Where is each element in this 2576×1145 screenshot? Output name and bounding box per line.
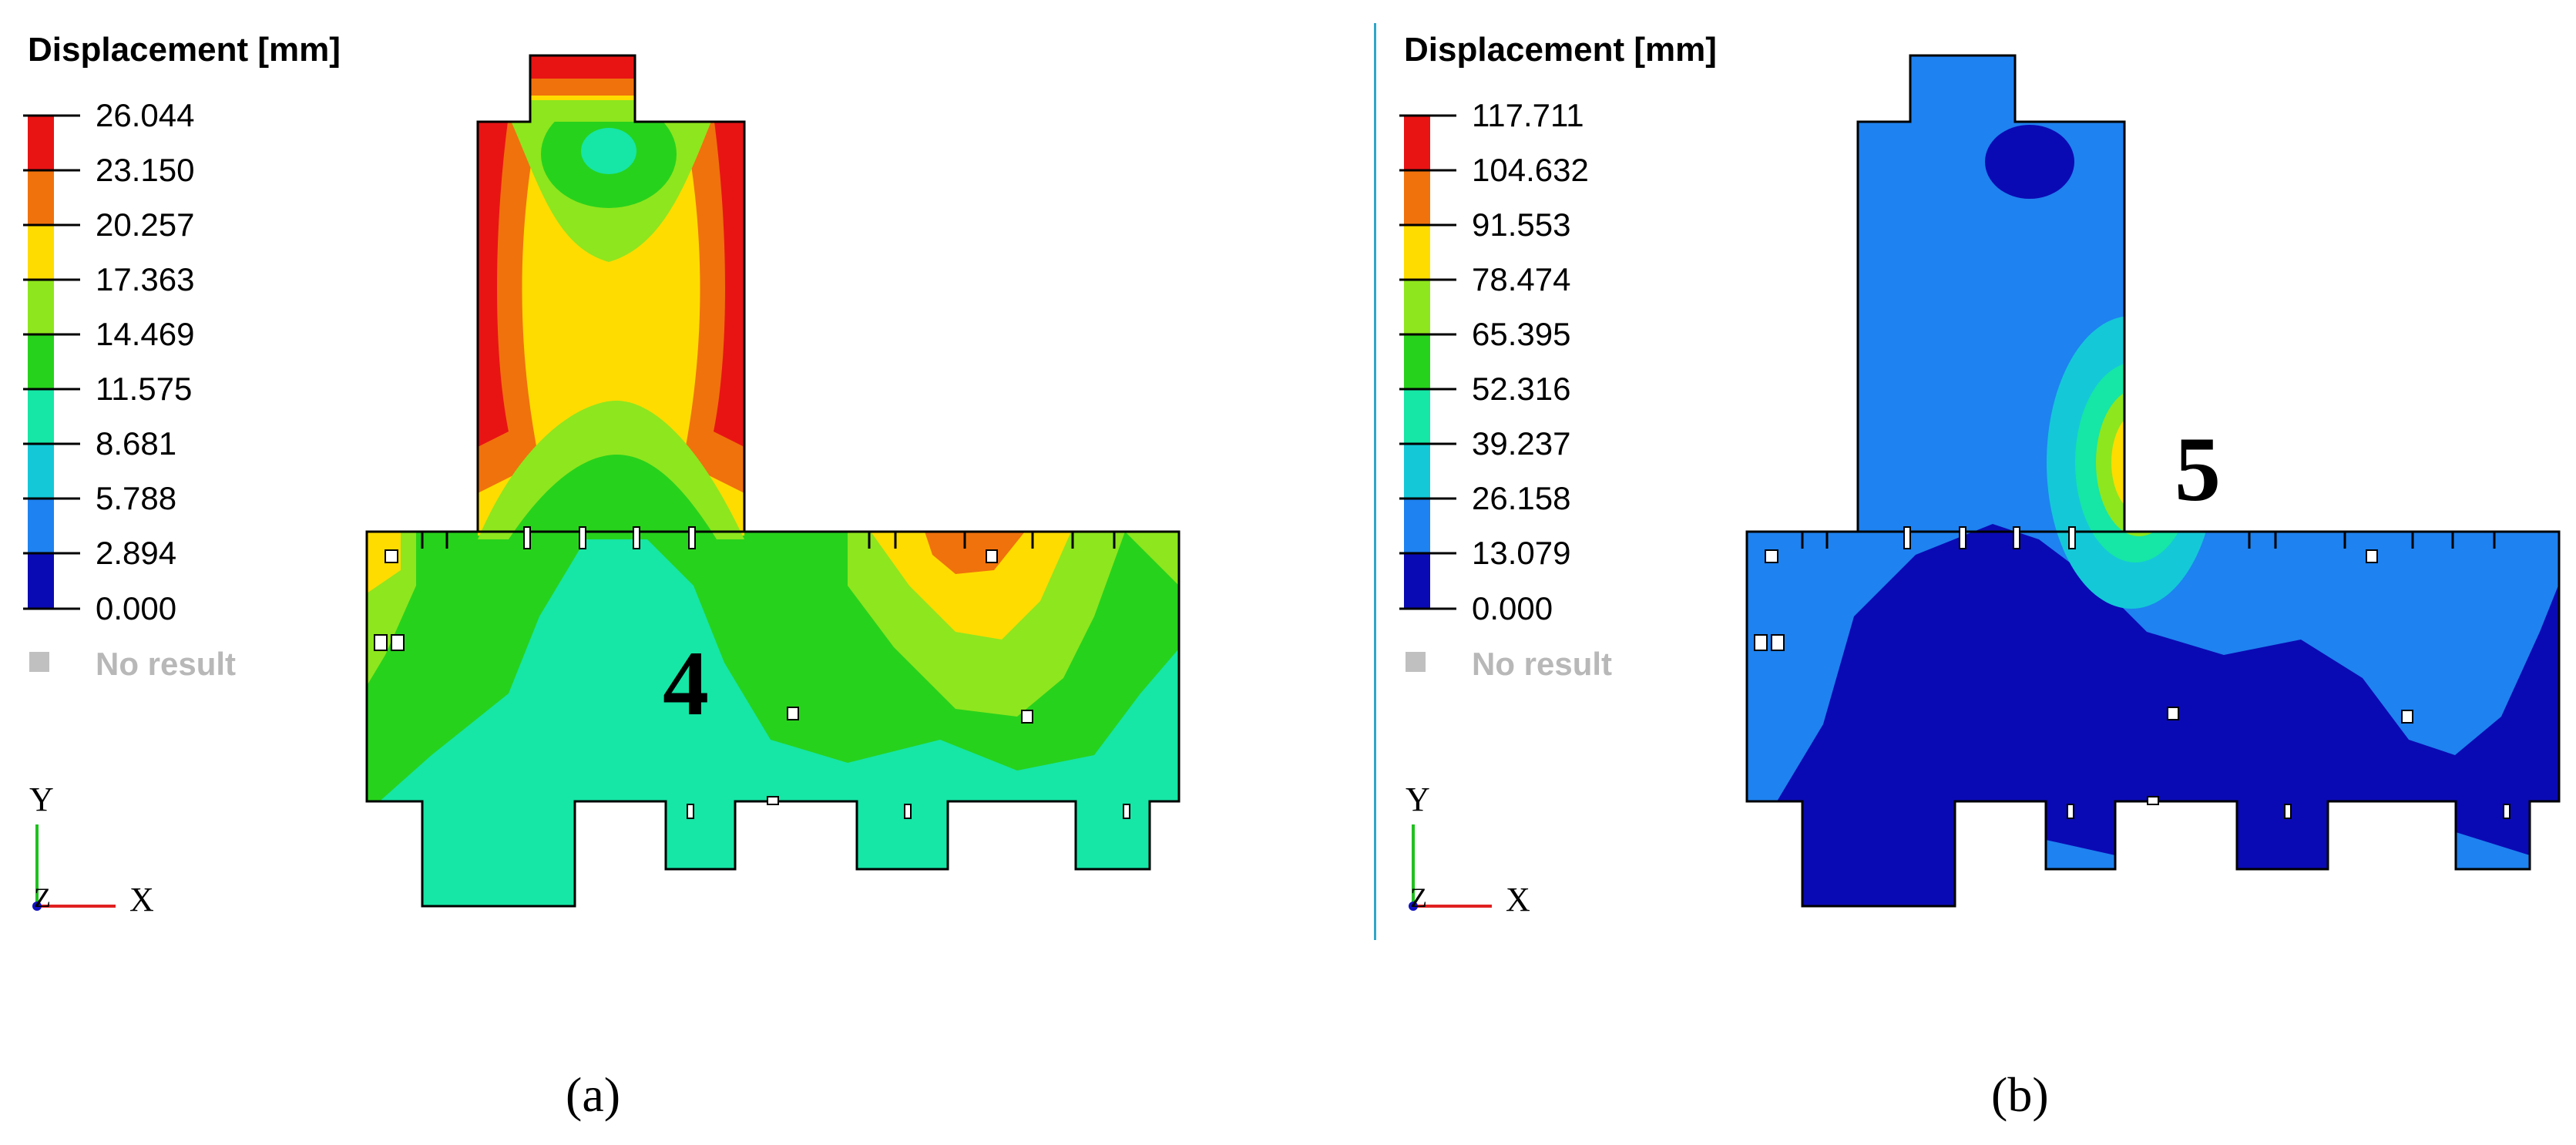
axis-z-label: Z <box>34 882 51 913</box>
displacement-plot-a <box>32 54 1181 911</box>
no-result-label: No result <box>1472 646 1613 682</box>
legend-tick: 65.395 <box>1472 316 1571 352</box>
legend-tick: 0.000 <box>1472 590 1553 626</box>
region-label: 4 <box>663 632 709 734</box>
axis-triad <box>32 824 116 911</box>
panel-divider <box>1374 23 1376 940</box>
no-result-label: No result <box>96 646 237 682</box>
legend-colorbar <box>1399 114 1456 610</box>
legend-tick: 8.681 <box>96 425 177 462</box>
legend-tick: 2.894 <box>96 535 177 571</box>
panel-b: Displacement [mm] 117.711 104.632 91.553… <box>1376 0 2576 1122</box>
legend-tick: 11.575 <box>96 371 193 407</box>
legend-tick: 39.237 <box>1472 425 1571 462</box>
legend-tick: 20.257 <box>96 207 195 243</box>
legend-tick: 91.553 <box>1472 207 1571 243</box>
legend-tick: 14.469 <box>96 316 195 352</box>
axis-x-label: X <box>129 881 154 918</box>
caption-b: (b) <box>1991 1067 2049 1122</box>
legend-tick: 26.044 <box>96 97 195 133</box>
no-result-swatch <box>1406 652 1426 672</box>
no-result-swatch <box>29 652 49 672</box>
axis-triad <box>1409 824 1492 911</box>
legend-title: Displacement [mm] <box>28 31 341 69</box>
legend-tick: 52.316 <box>1472 371 1571 407</box>
legend-tick: 23.150 <box>96 152 195 188</box>
displacement-plot-b <box>1409 54 2561 911</box>
legend-tick: 13.079 <box>1472 535 1571 571</box>
legend-tick: 0.000 <box>96 590 177 626</box>
panel-a: Displacement [mm] 26.044 23.150 20.257 1… <box>0 0 1372 1122</box>
legend-tick: 17.363 <box>96 261 195 297</box>
axis-z-label: Z <box>1410 882 1427 913</box>
legend-tick: 26.158 <box>1472 480 1571 516</box>
legend-tick: 117.711 <box>1472 97 1584 133</box>
caption-a: (a) <box>566 1067 621 1122</box>
legend-title: Displacement [mm] <box>1404 31 1717 69</box>
axis-y-label: Y <box>29 781 54 818</box>
region-label: 5 <box>2175 418 2221 520</box>
legend-tick: 78.474 <box>1472 261 1571 297</box>
legend-tick: 5.788 <box>96 480 177 516</box>
legend-colorbar <box>23 114 80 610</box>
legend-tick: 104.632 <box>1472 152 1589 188</box>
axis-y-label: Y <box>1406 781 1430 818</box>
axis-x-label: X <box>1506 881 1530 918</box>
